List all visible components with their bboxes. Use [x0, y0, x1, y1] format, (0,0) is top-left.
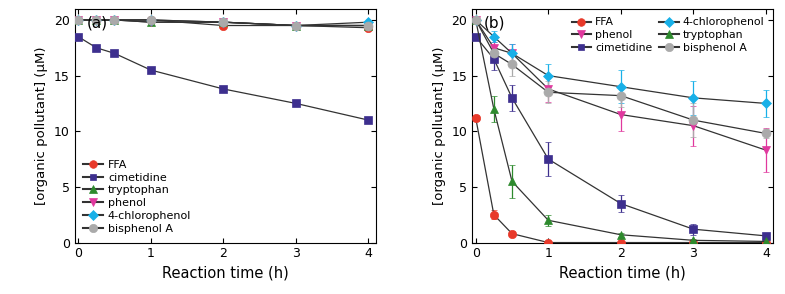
X-axis label: Reaction time (h): Reaction time (h)	[162, 266, 289, 281]
Y-axis label: [organic pollutant] (μM): [organic pollutant] (μM)	[433, 46, 446, 205]
Text: (b): (b)	[484, 16, 506, 31]
Legend: FFA, cimetidine, tryptophan, phenol, 4-chlorophenol, bisphenol A: FFA, cimetidine, tryptophan, phenol, 4-c…	[80, 156, 195, 237]
Y-axis label: [organic pollutant] (μM): [organic pollutant] (μM)	[35, 46, 49, 205]
X-axis label: Reaction time (h): Reaction time (h)	[559, 266, 686, 281]
Legend: FFA, phenol, cimetidine, 4-chlorophenol, tryptophan, bisphenol A: FFA, phenol, cimetidine, 4-chlorophenol,…	[568, 14, 768, 56]
Text: (a): (a)	[86, 16, 108, 31]
